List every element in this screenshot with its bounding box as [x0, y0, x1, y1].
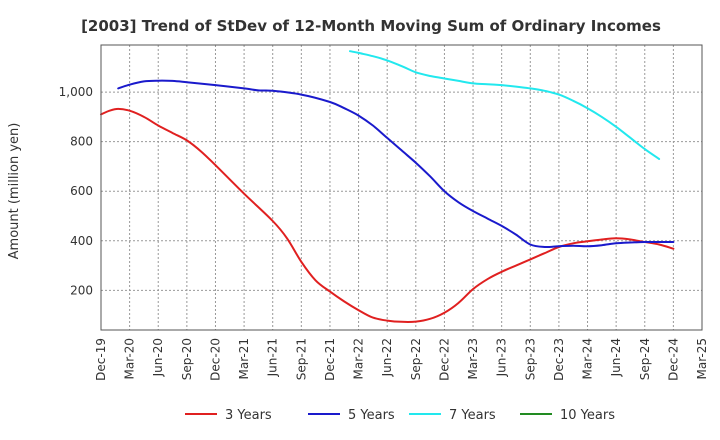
chart-title: [2003] Trend of StDev of 12-Month Moving… — [81, 17, 661, 35]
x-tick-label: Jun-22 — [380, 338, 394, 377]
x-tick-label: Sep-20 — [180, 338, 194, 380]
series-lines — [100, 50, 675, 323]
x-tick-label: Mar-23 — [466, 338, 480, 379]
x-tick-label: Sep-23 — [523, 338, 537, 380]
y-tick-label: 800 — [70, 135, 93, 149]
x-tick-label: Jun-23 — [495, 338, 509, 377]
x-tick-label: Dec-21 — [323, 338, 337, 381]
legend: 3 Years 5 Years 7 Years 10 Years — [185, 408, 615, 423]
x-tick-label: Dec-20 — [208, 338, 222, 381]
y-tick-label: 200 — [70, 283, 93, 297]
x-tick-label: Sep-24 — [638, 338, 652, 380]
legend-item-7-years: 7 Years — [409, 408, 496, 423]
series-line-5-years — [117, 79, 675, 249]
x-tick-label: Jun-24 — [609, 338, 623, 377]
x-tick-label: Mar-25 — [695, 338, 709, 379]
x-axis-ticks: Dec-19 Mar-20 Jun-20 Sep-20 Dec-20 Mar-21 Jun-… — [94, 338, 709, 381]
x-tick-label: Dec-23 — [552, 338, 566, 381]
plot-area — [100, 44, 703, 331]
x-tick-label: Mar-22 — [352, 338, 366, 379]
legend-item-3-years: 3 Years — [185, 408, 272, 423]
x-tick-label: Jun-20 — [151, 338, 165, 377]
gridlines — [101, 45, 702, 330]
legend-item-5-years: 5 Years — [308, 408, 395, 423]
x-tick-label: Mar-24 — [581, 338, 595, 379]
x-tick-label: Sep-21 — [294, 338, 308, 380]
legend-label: 3 Years — [225, 408, 272, 423]
y-tick-label: 1,000 — [59, 85, 93, 99]
y-tick-label: 600 — [70, 184, 93, 198]
x-tick-label: Mar-20 — [123, 338, 137, 379]
y-axis-title: Amount (million yen) — [7, 123, 22, 260]
y-tick-label: 400 — [70, 234, 93, 248]
x-tick-label: Dec-19 — [94, 338, 108, 381]
legend-label: 5 Years — [348, 408, 395, 423]
x-tick-label: Sep-22 — [409, 338, 423, 380]
y-axis-ticks: 200 400 600 800 1,000 — [59, 85, 93, 297]
series-line-3-years — [100, 107, 675, 323]
x-tick-label: Dec-22 — [437, 338, 451, 381]
legend-label: 10 Years — [560, 408, 615, 423]
x-tick-label: Dec-24 — [666, 338, 680, 381]
x-tick-label: Jun-21 — [266, 338, 280, 377]
x-tick-label: Mar-21 — [237, 338, 251, 379]
series-line-7-years — [349, 50, 661, 160]
legend-label: 7 Years — [449, 408, 496, 423]
legend-item-10-years: 10 Years — [520, 408, 615, 423]
